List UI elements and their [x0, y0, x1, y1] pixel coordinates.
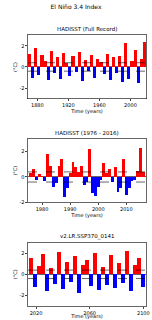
- svg-text:(°C): (°C): [12, 269, 18, 279]
- svg-text:2020: 2020: [30, 310, 43, 316]
- svg-text:(°C): (°C): [12, 62, 18, 72]
- svg-text:0: 0: [21, 64, 24, 70]
- svg-text:1920: 1920: [62, 102, 75, 108]
- svg-text:-2: -2: [19, 85, 24, 91]
- svg-text:2000: 2000: [124, 102, 137, 108]
- svg-text:2100: 2100: [137, 310, 150, 316]
- svg-text:2: 2: [21, 43, 24, 49]
- svg-text:2: 2: [21, 250, 24, 256]
- svg-text:1980: 1980: [36, 206, 49, 212]
- svg-text:El Niño 3.4 Index: El Niño 3.4 Index: [51, 3, 102, 10]
- svg-text:v2.LR.SSP370_0141: v2.LR.SSP370_0141: [60, 233, 114, 240]
- svg-text:(°C): (°C): [12, 166, 18, 176]
- svg-text:-2: -2: [19, 292, 24, 298]
- svg-text:HADISST (Full Record): HADISST (Full Record): [57, 26, 117, 32]
- svg-text:HADISST (1976 - 2016): HADISST (1976 - 2016): [55, 130, 119, 136]
- svg-text:1960: 1960: [93, 102, 106, 108]
- svg-text:-2: -2: [19, 199, 24, 205]
- svg-text:2000: 2000: [92, 206, 105, 212]
- svg-text:Time (years): Time (years): [70, 212, 103, 219]
- svg-text:0: 0: [21, 174, 24, 180]
- svg-text:0: 0: [21, 271, 24, 277]
- svg-text:Time (years): Time (years): [70, 108, 103, 115]
- svg-text:2060: 2060: [83, 310, 96, 316]
- svg-text:1880: 1880: [31, 102, 44, 108]
- svg-text:2: 2: [21, 148, 24, 154]
- svg-text:2010: 2010: [120, 206, 133, 212]
- svg-text:1990: 1990: [64, 206, 77, 212]
- svg-text:Time (years): Time (years): [70, 313, 103, 320]
